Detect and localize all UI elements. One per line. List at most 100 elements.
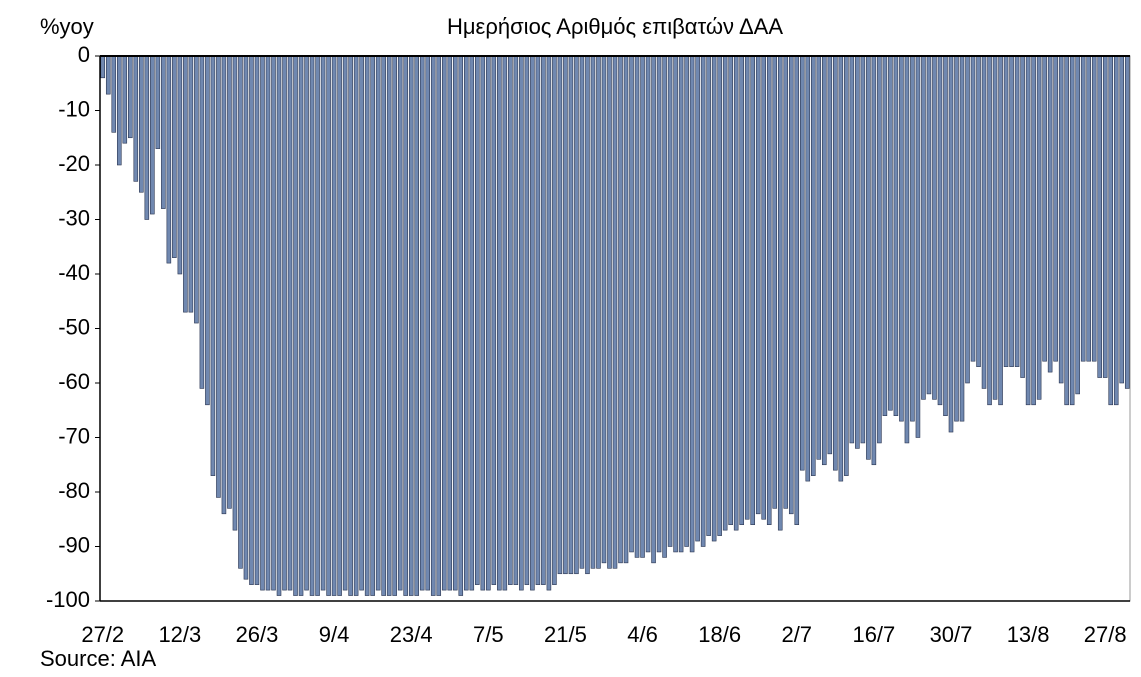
bar (855, 55, 860, 449)
bar (651, 55, 656, 564)
bar (166, 55, 172, 264)
bar (1042, 55, 1047, 362)
bar (150, 55, 155, 215)
bar (408, 55, 414, 596)
bar (761, 55, 766, 520)
bar (552, 55, 557, 585)
bar (1119, 55, 1125, 384)
bar (111, 55, 117, 133)
x-tick-label: 23/4 (390, 622, 433, 647)
y-tick-label: -50 (58, 314, 90, 339)
bar (1003, 55, 1009, 367)
bar (331, 55, 337, 596)
bar (866, 55, 871, 460)
bar (805, 55, 811, 482)
bar (959, 55, 965, 422)
bar (139, 55, 144, 193)
bar (888, 55, 893, 411)
x-tick-label: 13/8 (1007, 622, 1050, 647)
x-tick-label: 18/6 (698, 622, 741, 647)
y-tick-label: -30 (58, 205, 90, 230)
bar (981, 55, 987, 389)
bar (1113, 55, 1119, 406)
bar (998, 55, 1003, 406)
bar (1091, 55, 1097, 362)
bar (1009, 55, 1014, 367)
bar (1080, 55, 1086, 362)
bar (645, 55, 651, 553)
bar (1102, 55, 1108, 378)
bar (673, 55, 678, 553)
x-tick-label: 9/4 (319, 622, 350, 647)
bar (359, 55, 364, 591)
bar (436, 55, 442, 596)
x-tick-label: 27/8 (1084, 622, 1127, 647)
bar (976, 55, 981, 367)
bar (419, 55, 425, 591)
bar (194, 55, 199, 324)
bar (612, 55, 618, 569)
bar (590, 55, 596, 569)
bar (921, 55, 926, 400)
bar (849, 55, 855, 444)
bar (1036, 55, 1042, 400)
bar (464, 55, 469, 591)
bar (100, 55, 106, 79)
bar (838, 55, 844, 482)
bar (519, 55, 524, 591)
bar (904, 55, 910, 444)
bar (788, 55, 794, 515)
bar (1064, 55, 1069, 406)
x-tick-label: 12/3 (158, 622, 201, 647)
bar (711, 55, 717, 542)
bar (227, 55, 232, 509)
bar (1069, 55, 1075, 406)
bar (755, 55, 761, 515)
bar (133, 55, 139, 182)
bar (667, 55, 673, 547)
bar (557, 55, 563, 575)
bar (772, 55, 778, 509)
bar (276, 55, 282, 596)
bar (254, 55, 260, 585)
bar (513, 55, 519, 585)
bar (744, 55, 750, 520)
bar (497, 55, 502, 591)
bar (348, 55, 353, 596)
source: Source: AIA (40, 646, 157, 671)
bar (706, 55, 711, 536)
bar (282, 55, 287, 591)
y-tick-label: -10 (58, 96, 90, 121)
bar (414, 55, 419, 596)
bar (937, 55, 943, 406)
bar (1058, 55, 1064, 384)
bar (375, 55, 381, 591)
bar (386, 55, 392, 596)
bar (243, 55, 249, 580)
y-tick-label: -40 (58, 260, 90, 285)
bar (265, 55, 271, 591)
y-axis-label: %yoy (40, 14, 94, 39)
bar (799, 55, 805, 471)
bar (293, 55, 298, 596)
bar (899, 55, 904, 422)
bar (535, 55, 541, 585)
bar (458, 55, 464, 596)
bar (689, 55, 695, 553)
bar (811, 55, 816, 476)
bar (260, 55, 265, 591)
bar (486, 55, 491, 591)
x-tick-label: 7/5 (473, 622, 504, 647)
bar (882, 55, 888, 417)
bar (695, 55, 700, 542)
bar (750, 55, 755, 526)
y-tick-label: -80 (58, 478, 90, 503)
bar (970, 55, 976, 362)
bar (634, 55, 640, 558)
bar (353, 55, 359, 596)
y-tick-label: -90 (58, 532, 90, 557)
bar (480, 55, 486, 591)
x-tick-label: 27/2 (81, 622, 124, 647)
